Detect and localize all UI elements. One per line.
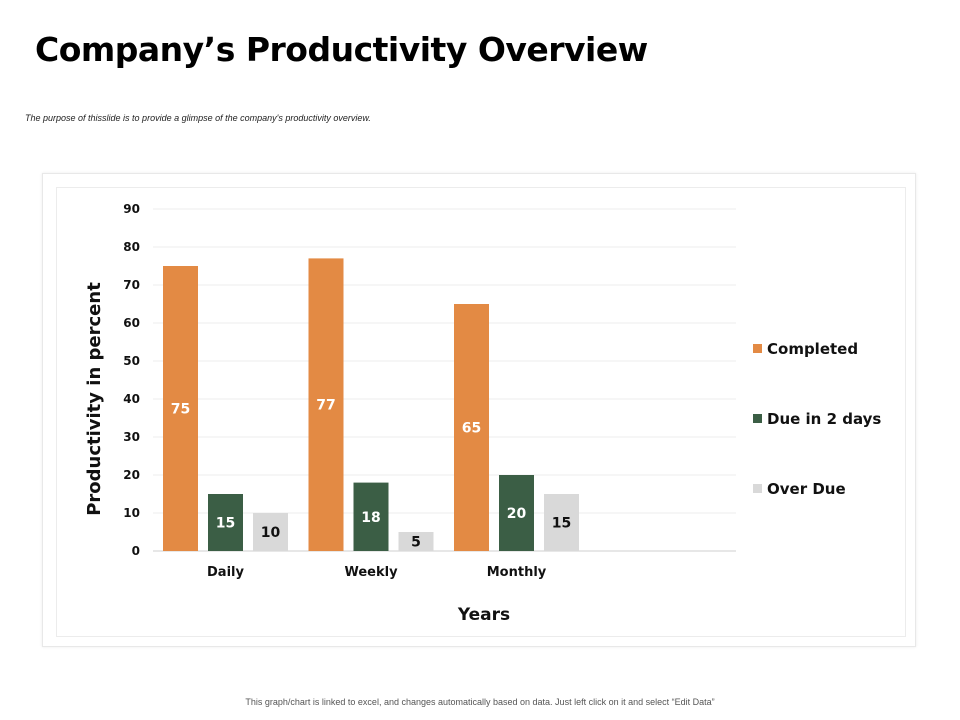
y-axis-ticks: 0 10 20 30 40 50 60 70 80 90 xyxy=(123,202,140,558)
data-label: 15 xyxy=(216,516,235,532)
bar-due-in-2-days-monthly[interactable] xyxy=(499,475,534,551)
bar-completed-monthly[interactable] xyxy=(454,304,489,551)
y-tick-label: 20 xyxy=(123,468,140,482)
chart-plot-border xyxy=(56,187,906,637)
y-tick-label: 0 xyxy=(132,544,140,558)
bar-due-in-2-days-weekly[interactable] xyxy=(353,482,389,551)
y-tick-label: 10 xyxy=(123,506,140,520)
slide-title: Company’s Productivity Overview xyxy=(35,30,648,69)
bar-completed-daily[interactable] xyxy=(163,266,198,551)
x-axis-label: Years xyxy=(457,605,510,625)
y-tick-label: 80 xyxy=(123,240,140,254)
data-label: 10 xyxy=(261,525,281,541)
x-tick-label-monthly: Monthly xyxy=(487,565,547,580)
x-tick-label-daily: Daily xyxy=(207,565,244,580)
data-label: 20 xyxy=(507,506,527,522)
chart-bars xyxy=(163,258,579,551)
y-tick-label: 40 xyxy=(123,392,140,406)
bar-over-due-monthly[interactable] xyxy=(544,494,579,551)
slide-subtitle: The purpose of thisslide is to provide a… xyxy=(25,113,371,123)
legend-swatch xyxy=(753,414,762,423)
data-label: 75 xyxy=(171,402,190,418)
bar-due-in-2-days-daily[interactable] xyxy=(208,494,243,551)
y-tick-label: 70 xyxy=(123,278,140,292)
y-tick-label: 50 xyxy=(123,354,140,368)
data-label: 77 xyxy=(316,398,335,414)
data-label: 18 xyxy=(361,510,380,526)
legend-swatch xyxy=(753,344,762,353)
legend-label[interactable]: Due in 2 days xyxy=(767,410,881,428)
legend-swatch xyxy=(753,484,762,493)
bar-over-due-daily[interactable] xyxy=(253,513,288,551)
y-axis-label: Productivity in percent xyxy=(84,282,105,516)
footer-note: This graph/chart is linked to excel, and… xyxy=(245,697,715,707)
bar-completed-weekly[interactable] xyxy=(308,258,344,551)
y-tick-label: 30 xyxy=(123,430,140,444)
y-tick-label: 60 xyxy=(123,316,140,330)
legend-label[interactable]: Over Due xyxy=(767,480,846,498)
bar-over-due-weekly[interactable] xyxy=(398,532,434,551)
data-label: 15 xyxy=(552,516,571,532)
legend-label[interactable]: Completed xyxy=(767,340,858,358)
x-axis-ticks: Daily Weekly Monthly xyxy=(207,565,547,580)
chart-legend: Completed Due in 2 days Over Due xyxy=(753,340,881,498)
chart-data-labels: 75 15 10 77 18 5 65 20 15 xyxy=(171,398,571,551)
x-tick-label-weekly: Weekly xyxy=(344,565,398,580)
data-label: 65 xyxy=(462,421,481,437)
y-tick-label: 90 xyxy=(123,202,140,216)
chart-gridlines xyxy=(153,208,736,552)
data-label: 5 xyxy=(411,535,421,551)
